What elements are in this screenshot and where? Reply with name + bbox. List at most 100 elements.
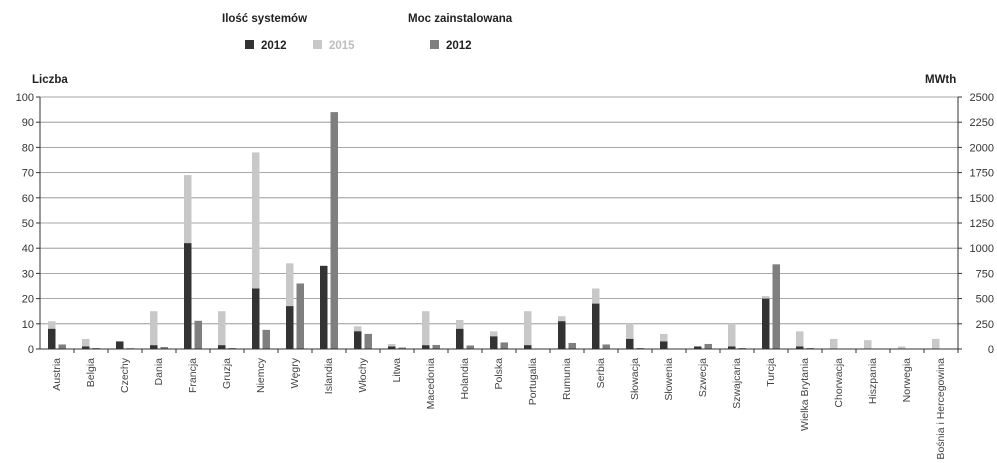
bar-count-2012-wielka-brytania (796, 346, 804, 349)
bar-count-2015-chorwacja (830, 338, 838, 349)
x-tick-label-islandia: Islandia (323, 358, 335, 394)
bar-power-2012-wielka-brytania (806, 347, 814, 349)
tick-labels: 0102030405060708090100025050075010001250… (16, 92, 994, 460)
bar-power-2012-litwa (398, 347, 406, 349)
y-left-tick-label: 10 (22, 319, 34, 331)
bar-power-2012-holandia (466, 345, 474, 349)
bars (48, 112, 940, 350)
bar-power-2012-s-owacja (636, 347, 644, 349)
bar-count-2012-s-owenia (660, 341, 668, 349)
x-tick-label-macedonia: Macedonia (425, 358, 437, 410)
bar-power-2012-w-ochy (364, 333, 372, 349)
bar-count-2012-wegry (286, 306, 294, 349)
y-right-tick-label: 1000 (970, 243, 994, 255)
bar-count-2015-norwegia (898, 346, 906, 349)
y-right-tick-label: 1250 (970, 218, 994, 230)
bar-count-2015-portugalia (524, 311, 532, 349)
bar-power-2012-islandia (330, 112, 338, 350)
x-tick-label-gruzja: Gruzja (221, 358, 233, 389)
bar-power-2012-rumunia (568, 342, 576, 349)
bar-count-2012-turcja (762, 298, 770, 349)
bar-power-2012-polska (500, 342, 508, 349)
y-left-tick-label: 100 (16, 92, 34, 104)
bar-count-2012-w-ochy (354, 331, 362, 349)
legend-label-count-2015: 2015 (329, 40, 355, 52)
bar-count-2015-litwa (388, 343, 396, 349)
bar-count-2012-rumunia (558, 321, 566, 349)
gridlines (40, 96, 958, 325)
legend-title-count: Ilość systemów (222, 13, 307, 25)
legend-label-count-2012: 2012 (261, 40, 287, 52)
legend-label-power-2012: 2012 (446, 40, 472, 52)
x-tick-label-hiszpania: Hiszpania (867, 358, 879, 404)
x-tick-label-polska: Polska (493, 358, 505, 390)
bar-count-2012-dania (150, 345, 158, 349)
bar-count-2012-austria (48, 328, 56, 349)
bar-count-2012-holandia (456, 328, 464, 349)
bar-power-2012-niemcy (262, 329, 270, 349)
x-tick-label-turcja: Turcja (765, 358, 777, 387)
bar-count-2012-litwa (388, 346, 396, 349)
x-tick-label-czechy: Czechy (119, 357, 131, 393)
x-tick-label-portugalia: Portugalia (527, 358, 539, 405)
bar-count-2012-serbia (592, 303, 600, 349)
y-right-tick-label: 0 (988, 344, 994, 356)
bar-count-2012-francja (184, 243, 192, 349)
bar-count-2012-gruzja (218, 345, 226, 349)
bar-count-2012-polska (490, 336, 498, 349)
bar-count-2015-szwajcaria (728, 323, 736, 349)
x-tick-label-w-ochy: Włochy (357, 357, 369, 392)
y-right-tick-label: 2500 (970, 92, 994, 104)
bar-count-2015-gruzja (218, 311, 226, 349)
y-left-tick-label: 90 (22, 117, 34, 129)
y-right-tick-label: 250 (976, 319, 994, 331)
y-left-tick-label: 50 (22, 218, 34, 230)
x-tick-label-austria: Austria (51, 358, 63, 391)
bar-power-2012-serbia (602, 344, 610, 349)
bar-power-2012-gruzja (228, 347, 236, 349)
y-right-tick-label: 500 (976, 294, 994, 306)
x-tick-label-litwa: Litwa (391, 358, 403, 383)
bar-count-2012-czechy (116, 341, 124, 349)
x-tick-label-dania: Dania (153, 358, 165, 386)
bar-count-2012-belgia (82, 346, 90, 349)
y-right-tick-label: 1750 (970, 168, 994, 180)
y-left-tick-label: 40 (22, 243, 34, 255)
y-left-tick-label: 20 (22, 294, 34, 306)
legend-swatch-count-2012 (245, 40, 254, 49)
x-tick-label-holandia: Holandia (459, 358, 471, 400)
y-right-axis-title: MWth (925, 74, 956, 86)
legend-swatch-count-2015 (313, 40, 322, 49)
axes (36, 96, 962, 353)
legend-swatch-power-2012 (430, 40, 439, 49)
x-tick-label-norwegia: Norwegia (901, 358, 913, 403)
x-tick-label-szwajcaria: Szwajcaria (731, 358, 743, 409)
x-tick-label-niemcy: Niemcy (255, 357, 267, 393)
bar-power-2012-szwecja (704, 343, 712, 349)
x-tick-label-s-owacja: Słowacja (629, 358, 641, 400)
y-right-tick-label: 2000 (970, 142, 994, 154)
bar-power-2012-austria (58, 344, 66, 349)
bar-count-2012-islandia (320, 265, 328, 349)
y-left-tick-label: 0 (28, 344, 34, 356)
legend-title-power: Moc zainstalowana (408, 13, 513, 25)
x-tick-label-bosnia-i-hercegowina: Bośnia i Hercegowina (935, 358, 947, 460)
y-left-tick-label: 30 (22, 268, 34, 280)
bar-count-2012-s-owacja (626, 338, 634, 349)
y-right-tick-label: 2250 (970, 117, 994, 129)
x-tick-label-wielka-brytania: Wielka Brytania (799, 358, 811, 431)
bar-count-2015-macedonia (422, 311, 430, 349)
bar-power-2012-turcja (772, 264, 780, 349)
bar-count-2015-hiszpania (864, 340, 872, 349)
bar-power-2012-wegry (296, 283, 304, 349)
y-right-tick-label: 1500 (970, 193, 994, 205)
y-left-tick-label: 80 (22, 142, 34, 154)
bar-count-2015-s-owacja (626, 323, 634, 349)
y-left-tick-label: 70 (22, 168, 34, 180)
bar-count-2012-macedonia (422, 345, 430, 349)
bar-count-2015-dania (150, 311, 158, 349)
bar-count-2015-wielka-brytania (796, 331, 804, 349)
y-left-tick-label: 60 (22, 193, 34, 205)
x-tick-label-wegry: Węgry (289, 357, 301, 388)
